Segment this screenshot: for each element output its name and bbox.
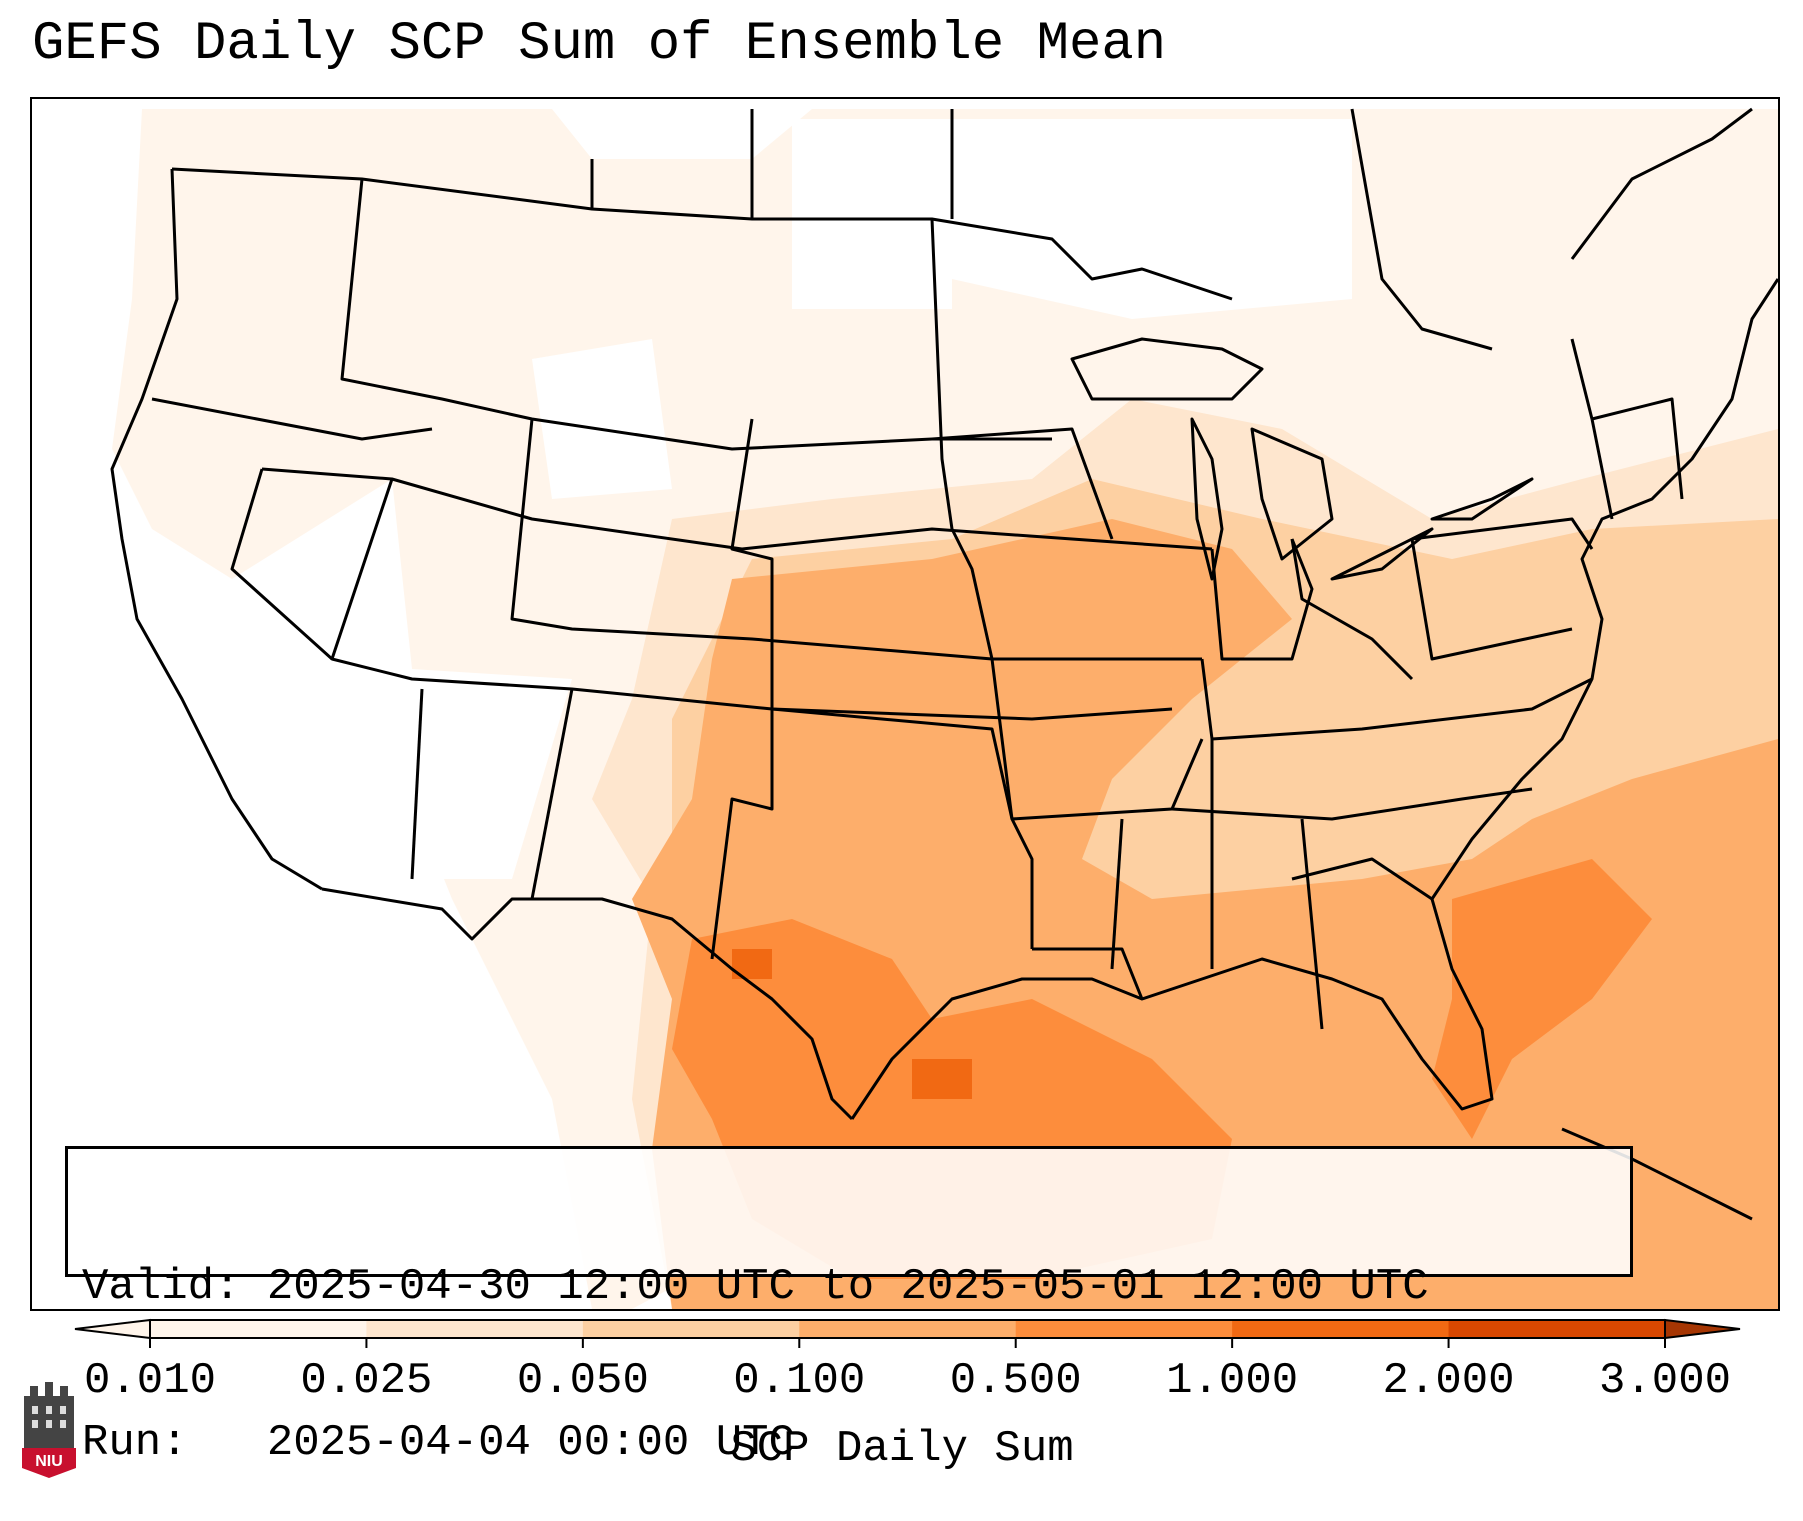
colorbar-tick-label: 0.100: [733, 1356, 866, 1406]
colorbar-segment: [150, 1320, 367, 1338]
valid-label: Valid:: [82, 1262, 241, 1312]
niu-logo: NIU: [22, 1382, 76, 1478]
valid-value: 2025-04-30 12:00 UTC to 2025-05-01 12:00…: [266, 1262, 1429, 1312]
colorbar-tick-label: 0.050: [516, 1356, 649, 1406]
colorbar-segment: [582, 1320, 800, 1338]
map-title: GEFS Daily SCP Sum of Ensemble Mean: [32, 14, 1167, 75]
colorbar-tick-label: 0.025: [300, 1356, 433, 1406]
state-borders: [110, 107, 1778, 1221]
colorbar-ticks: [149, 1338, 1666, 1348]
valid-run-box: Valid: 2025-04-30 12:00 UTC to 2025-05-0…: [65, 1146, 1633, 1468]
colorbar-extend-high: [1664, 1318, 1741, 1340]
colorbar-tick-label: 0.500: [949, 1356, 1082, 1406]
niu-logo-text: NIU: [35, 1453, 63, 1470]
run-label: Run:: [82, 1418, 188, 1468]
colorbar-tick-label: 3.000: [1598, 1356, 1732, 1406]
scp-map: [32, 99, 1778, 1309]
valid-line: Valid: 2025-04-30 12:00 UTC to 2025-05-0…: [82, 1261, 1616, 1313]
colorbar-segment: [799, 1320, 1017, 1338]
colorbar: [74, 1318, 1741, 1348]
run-line: Run: 2025-04-04 00:00 UTC: [82, 1417, 1616, 1469]
colorbar-segment: [1015, 1320, 1233, 1338]
colorbar-segment: [1448, 1320, 1666, 1338]
colorbar-outline: [149, 1319, 1666, 1339]
colorbar-tick-label: 1.000: [1166, 1356, 1299, 1406]
colorbar-segment: [1232, 1320, 1450, 1338]
map-panel: [30, 97, 1780, 1311]
colorbar-tick-label: 0.010: [83, 1356, 217, 1406]
colorbar-title: SCP Daily Sum: [730, 1424, 1074, 1474]
colorbar-tick-label: 2.000: [1382, 1356, 1515, 1406]
colorbar-segments: [74, 1318, 1741, 1340]
scp-shading: [32, 99, 1778, 1309]
run-value: 2025-04-04 00:00 UTC: [266, 1418, 795, 1468]
colorbar-segment: [366, 1320, 584, 1338]
colorbar-extend-low: [74, 1318, 151, 1340]
